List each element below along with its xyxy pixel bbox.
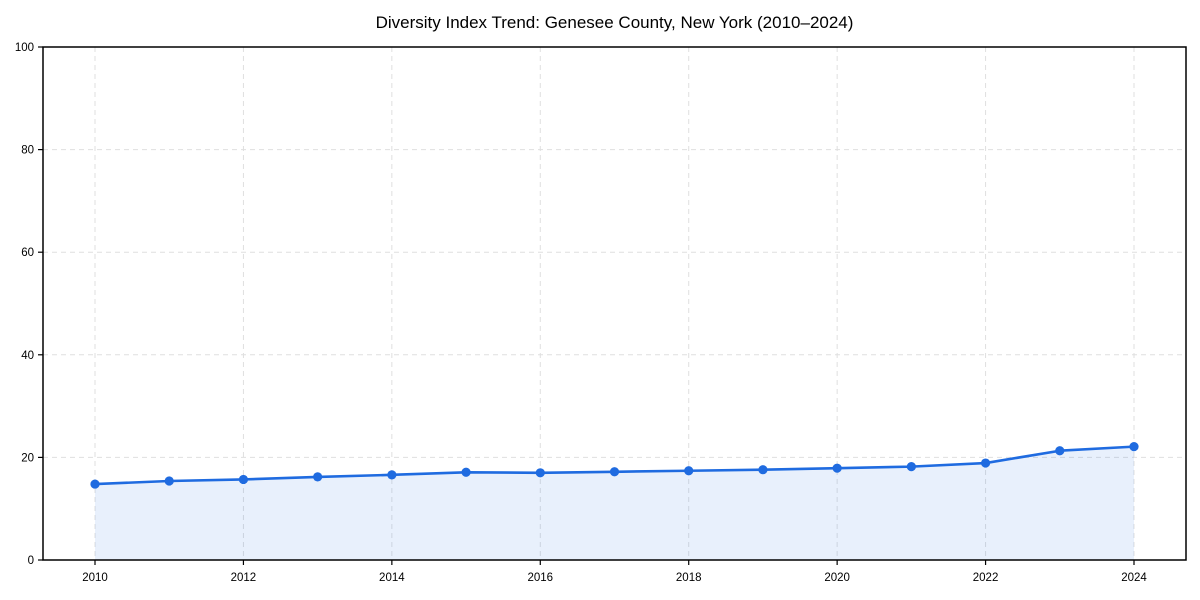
data-point-2013 bbox=[313, 472, 323, 482]
y-tick-label: 60 bbox=[21, 247, 34, 259]
y-tick-label: 100 bbox=[15, 42, 34, 54]
data-point-2021 bbox=[906, 462, 916, 472]
data-point-2022 bbox=[980, 458, 991, 468]
x-tick-label: 2016 bbox=[527, 572, 553, 584]
data-point-2010 bbox=[90, 479, 100, 489]
area-fill bbox=[95, 446, 1134, 560]
data-point-2014 bbox=[387, 470, 397, 480]
y-tick-label: 40 bbox=[21, 350, 34, 362]
x-tick-label: 2020 bbox=[824, 572, 850, 584]
x-tick-label: 2018 bbox=[676, 572, 702, 584]
data-point-2017 bbox=[609, 467, 620, 477]
y-tick-label: 0 bbox=[28, 555, 34, 567]
data-point-2023 bbox=[1055, 446, 1065, 456]
x-tick-label: 2014 bbox=[379, 572, 405, 584]
data-point-2018 bbox=[684, 466, 694, 476]
data-point-2020 bbox=[832, 463, 842, 473]
chart-title: Diversity Index Trend: Genesee County, N… bbox=[375, 13, 854, 32]
y-tick-label: 20 bbox=[21, 452, 34, 464]
x-tick-label: 2010 bbox=[82, 572, 108, 584]
x-tick-label: 2022 bbox=[973, 572, 999, 584]
y-tick-label: 80 bbox=[21, 145, 34, 157]
data-point-2011 bbox=[164, 476, 174, 486]
plot-border bbox=[42, 46, 1187, 561]
x-tick-label: 2012 bbox=[231, 572, 257, 584]
data-point-2019 bbox=[758, 465, 768, 475]
data-point-2016 bbox=[535, 468, 545, 478]
data-point-2015 bbox=[461, 467, 471, 477]
data-point-2012 bbox=[238, 474, 249, 485]
data-point-2024 bbox=[1129, 442, 1139, 452]
x-tick-label: 2024 bbox=[1121, 572, 1147, 584]
